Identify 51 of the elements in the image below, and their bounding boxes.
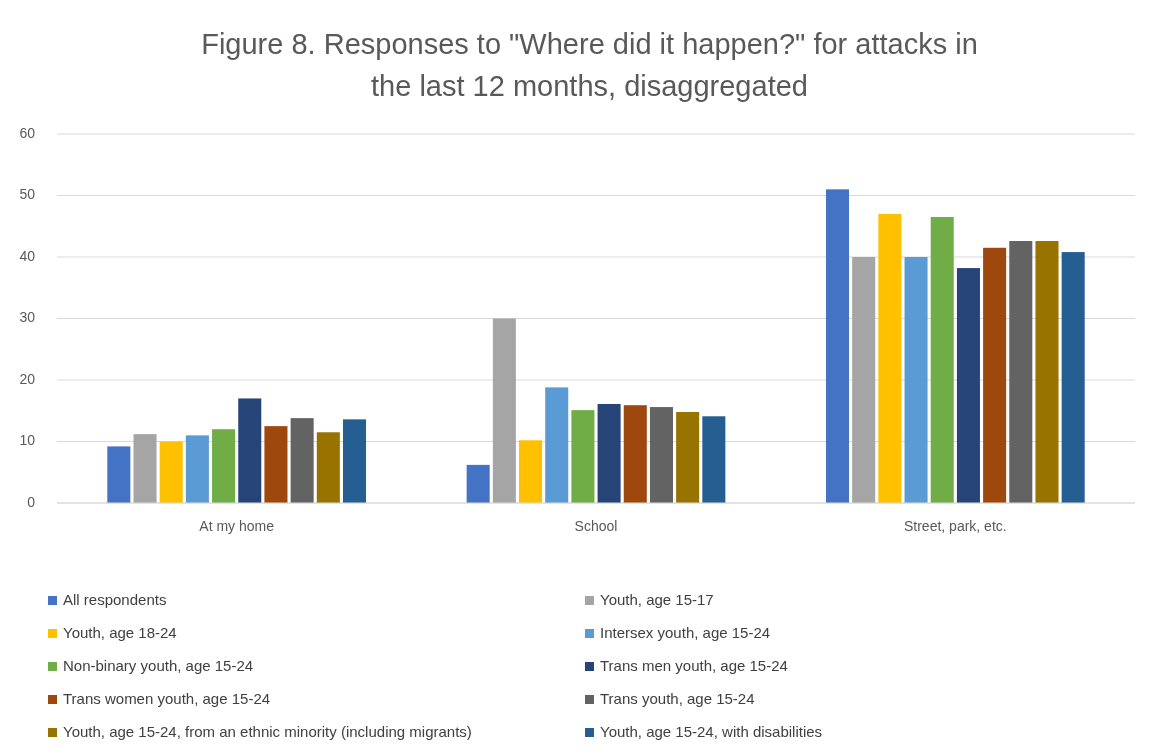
x-tick-label: At my home (199, 517, 275, 534)
bar (676, 411, 700, 503)
legend-label: Trans youth, age 15-24 (600, 689, 755, 707)
bar (342, 419, 367, 503)
legend-label: Trans men youth, age 15-24 (600, 656, 788, 674)
legend-label: Non-binary youth, age 15-24 (63, 656, 254, 674)
bar (702, 416, 726, 503)
bar (623, 405, 647, 503)
chart-title: Figure 8. Responses to "Where did it happen?" for attacks in the last 12 months, disaggregated (201, 27, 978, 102)
bar (878, 213, 902, 503)
bar (649, 407, 673, 503)
bar (545, 387, 569, 503)
bar (1035, 241, 1059, 503)
bar (930, 217, 954, 503)
legend-label: All respondents (63, 590, 167, 608)
bar (290, 418, 314, 503)
legend-label: Intersex youth, age 15-24 (600, 623, 771, 641)
legend-label: Youth, age 18-24 (63, 623, 177, 641)
y-tick-label: 10 (19, 432, 36, 449)
bar (1061, 252, 1085, 503)
bar (212, 429, 236, 503)
y-tick-label: 30 (19, 309, 36, 326)
bar (316, 432, 340, 503)
bar (983, 247, 1007, 503)
x-tick-label: Street, park, etc. (903, 517, 1007, 534)
bar (264, 426, 288, 503)
bar (956, 268, 980, 503)
y-tick-label: 20 (19, 370, 36, 387)
legend-label: Youth, age 15-24, from an ethnic minority (including migrants) (63, 722, 472, 740)
bar (159, 441, 183, 503)
bar (238, 398, 262, 503)
bar (904, 257, 928, 503)
y-tick-label: 60 (19, 124, 36, 141)
bar (466, 464, 490, 503)
legend-label: Youth, age 15-24, with disabilities (600, 722, 823, 740)
bar (825, 189, 850, 503)
bar (852, 257, 876, 503)
bar (1009, 241, 1033, 503)
bar (597, 403, 621, 503)
legend-label: Youth, age 15-17 (600, 590, 714, 608)
bar (185, 435, 209, 503)
legend-label: Trans women youth, age 15-24 (63, 689, 271, 707)
bar (492, 318, 516, 503)
y-tick-label: 0 (27, 493, 36, 510)
y-tick-label: 40 (19, 247, 36, 264)
x-tick-label: School (574, 517, 618, 534)
bar (519, 440, 543, 503)
bar (133, 434, 157, 503)
y-tick-label: 50 (19, 186, 36, 203)
bar (571, 410, 595, 503)
bar (107, 446, 131, 503)
